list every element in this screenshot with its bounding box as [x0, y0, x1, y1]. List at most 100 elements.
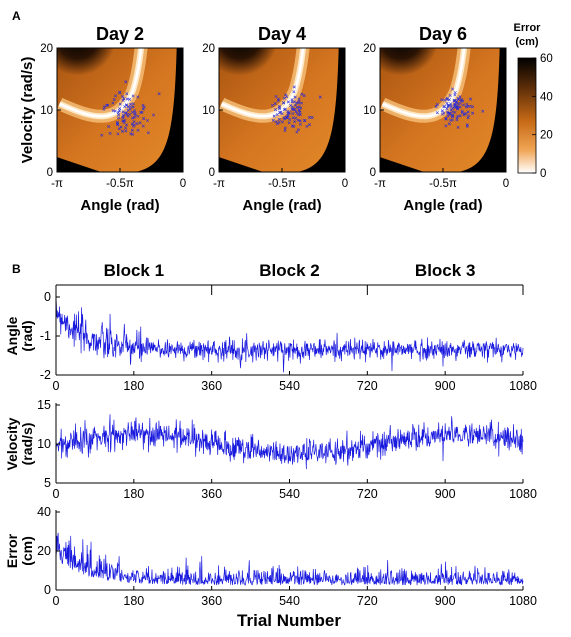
scatter-point — [105, 103, 109, 107]
scatter-point — [455, 104, 459, 108]
x-tick-label: -0.5π — [268, 178, 296, 190]
scatter-point — [300, 92, 304, 96]
scatter-point — [124, 129, 128, 133]
scatter-point — [123, 118, 127, 122]
scatter-point — [451, 110, 455, 114]
scatter-point — [146, 131, 150, 135]
colorbar-gradient — [517, 57, 537, 174]
scatter-point — [460, 110, 464, 114]
scatter-point — [446, 114, 450, 118]
scatter-point — [295, 130, 299, 134]
scatter-point — [117, 113, 121, 117]
x-tick-label: 540 — [279, 487, 300, 501]
colorbar-tick-label: 40 — [540, 91, 553, 103]
scatter-point — [274, 94, 278, 98]
scatter-point — [136, 95, 140, 99]
scatter-point — [458, 95, 462, 99]
scatter-point — [129, 132, 133, 136]
y-tick-label: 0 — [209, 167, 215, 179]
scatter-point — [131, 116, 135, 120]
y-tick-label: 10 — [40, 105, 53, 117]
scatter-point — [465, 124, 469, 128]
block-bracket: Block 1 Block 2 Block 3 — [55, 261, 524, 295]
scatter-point — [118, 107, 122, 111]
scatter-point — [451, 87, 455, 91]
scatter-point — [454, 105, 458, 109]
block-label: Block 2 — [259, 261, 319, 280]
scatter-point — [123, 105, 127, 109]
y-tick-label: 20 — [40, 43, 53, 55]
scatter-point — [302, 94, 306, 98]
x-tick-label: 540 — [279, 379, 300, 393]
scatter-point — [121, 115, 125, 119]
scatter-point — [299, 101, 303, 105]
scatter-point — [135, 122, 139, 126]
scatter-point — [440, 109, 444, 113]
x-tick-label: -π — [51, 178, 63, 190]
series-line — [55, 532, 524, 586]
scatter-point — [117, 127, 121, 131]
scatter-point — [129, 102, 133, 106]
scatter-point — [102, 107, 106, 111]
scatter-point — [292, 90, 296, 94]
scatter-point — [456, 114, 460, 118]
scatter-point — [294, 109, 298, 113]
scatter-point — [447, 111, 451, 115]
scatter-point — [292, 100, 296, 104]
scatter-point — [275, 122, 279, 126]
scatter-point — [456, 125, 460, 129]
scatter-point — [124, 126, 128, 130]
scatter-point — [292, 85, 296, 89]
x-tick-label: 0 — [503, 178, 509, 190]
y-tick-label: 0 — [47, 167, 53, 179]
scatter-point — [447, 98, 451, 102]
scatter-point — [452, 103, 456, 107]
scatter-point — [445, 97, 449, 101]
x-tick-label: 540 — [279, 594, 300, 608]
scatter-point — [112, 97, 116, 101]
scatter-point — [130, 122, 134, 126]
scatter-point — [445, 101, 449, 105]
scatter-point — [131, 94, 135, 98]
scatter-point — [450, 114, 454, 118]
scatter-point — [118, 91, 122, 95]
x-tick-label: 180 — [123, 487, 144, 501]
scatter-point — [302, 118, 306, 122]
panel-title: Day 2 — [96, 24, 144, 44]
scatter-point — [448, 93, 452, 97]
x-tick-label: 180 — [123, 594, 144, 608]
x-tick-label: 900 — [435, 594, 456, 608]
scatter-point — [118, 102, 122, 106]
scatter-point — [435, 102, 439, 106]
scatter-point — [123, 111, 127, 115]
scatter-point — [293, 95, 297, 99]
scatter-point — [443, 104, 447, 108]
y-axis-title-line2: (cm) — [19, 536, 35, 566]
scatter-point — [294, 116, 298, 120]
scatter-point — [293, 120, 297, 124]
scatter-point — [440, 98, 444, 102]
scatter-point — [435, 111, 439, 115]
block-label: Block 1 — [104, 261, 164, 280]
y-axis-title-line1: Angle — [4, 316, 20, 355]
scatter-point — [270, 103, 274, 107]
scatter-point — [282, 101, 286, 105]
scatter-point — [295, 111, 299, 115]
scatter-point — [133, 109, 137, 113]
scatter-point — [121, 98, 125, 102]
scatter-point — [277, 104, 281, 108]
panel-title: Day 6 — [419, 24, 467, 44]
scatter-point — [297, 99, 301, 103]
scatter-point — [450, 106, 454, 110]
scatter-point — [481, 109, 485, 113]
scatter-point — [141, 107, 145, 111]
x-tick-label: 0 — [342, 178, 348, 190]
x-tick-label: 360 — [201, 379, 222, 393]
y-tick-label: 10 — [202, 105, 215, 117]
scatter-point — [450, 115, 455, 119]
x-tick-label: 180 — [123, 379, 144, 393]
scatter-point — [277, 121, 281, 125]
x-tick-label: 1080 — [509, 594, 537, 608]
scatter-point — [297, 105, 301, 109]
